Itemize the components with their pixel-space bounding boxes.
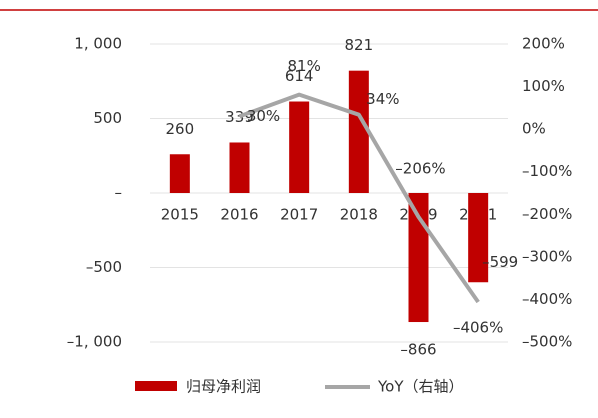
- y2-tick-label: 0%: [522, 120, 546, 138]
- yoy-value-label: –406%: [453, 318, 503, 336]
- bar-value-label: 821: [345, 36, 374, 54]
- yoy-value-label: 81%: [287, 57, 320, 75]
- bar-value-label: –866: [400, 341, 436, 359]
- y2-tick-label: –300%: [522, 247, 572, 265]
- x-tick-label: 2015: [161, 206, 199, 224]
- y2-tick-label: –100%: [522, 162, 572, 180]
- x-tick-label: 2018: [340, 206, 378, 224]
- bar-value-label: 614: [285, 67, 314, 85]
- bar: [468, 193, 489, 283]
- legend-label: 归母净利润: [186, 378, 261, 396]
- y2-tick-label: –500%: [522, 333, 572, 351]
- bar-value-label: –599: [482, 253, 518, 271]
- x-tick-label: 2016: [220, 206, 258, 224]
- y2-tick-label: –200%: [522, 205, 572, 223]
- bar: [289, 101, 310, 193]
- y-tick-label: –: [115, 184, 123, 202]
- bar: [348, 70, 369, 193]
- y2-tick-label: 100%: [522, 77, 565, 95]
- yoy-value-label: –206%: [395, 159, 445, 177]
- y2-tick-label: 200%: [522, 35, 565, 53]
- y-tick-label: –1, 000: [67, 333, 122, 351]
- yoy-value-label: 34%: [366, 90, 399, 108]
- yoy-line: [238, 92, 480, 304]
- y-tick-label: –500: [86, 258, 122, 276]
- x-tick-label: 2017: [280, 206, 318, 224]
- y2-tick-label: –400%: [522, 290, 572, 308]
- legend-swatch: [135, 381, 177, 391]
- y-tick-label: 500: [93, 109, 122, 127]
- bar: [169, 154, 190, 193]
- legend-label: YoY（右轴）: [377, 378, 464, 396]
- y-tick-label: 1, 000: [74, 35, 122, 53]
- bar: [229, 142, 250, 193]
- bar-value-label: 260: [166, 120, 195, 138]
- yoy-value-label: 30%: [247, 107, 280, 125]
- bar: [408, 193, 429, 323]
